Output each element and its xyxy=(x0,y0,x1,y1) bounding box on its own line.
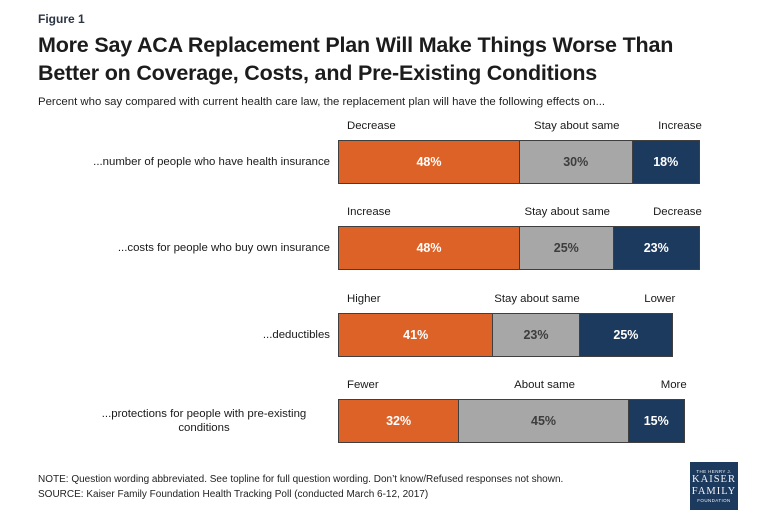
bar-segment-navy: 23% xyxy=(612,226,700,270)
category-label: ...deductibles xyxy=(262,329,330,341)
page-title-line-1: More Say ACA Replacement Plan Will Make … xyxy=(38,33,674,57)
segment-value-label: 18% xyxy=(653,155,679,169)
category-label: ...costs for people who buy own insuranc… xyxy=(117,242,330,254)
segment-value-label: 32% xyxy=(386,414,412,428)
segment-value-label: 25% xyxy=(613,328,639,342)
segment-header-label: Increase xyxy=(658,120,702,132)
segment-value-label: 25% xyxy=(553,241,579,255)
segment-header-label: Higher xyxy=(347,293,381,305)
bar-segment-navy: 25% xyxy=(578,313,674,357)
segment-value-label: 48% xyxy=(416,241,442,255)
logo-line-1: THE HENRY J. xyxy=(696,469,732,474)
category-label: ...protections for people with pre-exist… xyxy=(101,408,307,434)
segment-header-label: Increase xyxy=(347,206,391,218)
segment-header-label: More xyxy=(660,379,687,391)
figure-label: Figure 1 xyxy=(38,12,85,26)
category-label: ...number of people who have health insu… xyxy=(93,156,330,168)
bar-segment-orange: 41% xyxy=(338,313,494,357)
bar-segment-orange: 48% xyxy=(338,226,520,270)
segment-header-label: Stay about same xyxy=(524,206,611,218)
stacked-bar: 48% 30% 18% xyxy=(338,140,700,184)
segment-value-label: 15% xyxy=(643,414,669,428)
segment-header-label: Decrease xyxy=(347,120,396,132)
footer-note: NOTE: Question wording abbreviated. See … xyxy=(38,474,564,485)
bar-segment-orange: 48% xyxy=(338,140,520,184)
segment-value-label: 23% xyxy=(523,328,549,342)
page-title-line-2: Better on Coverage, Costs, and Pre-Exist… xyxy=(38,61,598,85)
segment-value-label: 48% xyxy=(416,155,442,169)
bar-segment-navy: 18% xyxy=(631,140,700,184)
logo-line-3: FAMILY xyxy=(691,485,737,497)
segment-value-label: 30% xyxy=(563,155,589,169)
segment-header-label: About same xyxy=(514,379,575,391)
page-title: More Say ACA Replacement Plan Will Make … xyxy=(38,31,748,87)
segment-value-label: 41% xyxy=(403,328,429,342)
bar-segment-orange: 32% xyxy=(338,399,460,443)
stacked-bar: 32% 45% 15% xyxy=(338,399,685,443)
segment-value-label: 45% xyxy=(531,414,557,428)
segment-header-label: Lower xyxy=(644,293,676,305)
stacked-bar: 41% 23% 25% xyxy=(338,313,674,357)
segment-header-label: Stay about same xyxy=(494,293,580,305)
bar-segment-gray: 25% xyxy=(518,226,614,270)
footer-source: SOURCE: Kaiser Family Foundation Health … xyxy=(38,489,429,500)
bar-segment-gray: 30% xyxy=(518,140,633,184)
logo-line-4: FOUNDATION xyxy=(697,498,731,503)
segment-header-label: Fewer xyxy=(347,379,379,391)
segment-header-label: Stay about same xyxy=(534,120,620,132)
bar-segment-gray: 23% xyxy=(492,313,580,357)
stacked-bar: 48% 25% 23% xyxy=(338,226,700,270)
segment-header-label: Decrease xyxy=(653,206,702,218)
bar-segment-navy: 15% xyxy=(627,399,685,443)
chart-subtitle: Percent who say compared with current he… xyxy=(38,96,606,108)
segment-value-label: 23% xyxy=(643,241,669,255)
bar-segment-gray: 45% xyxy=(458,399,629,443)
kff-logo: THE HENRY J. KAISER FAMILY FOUNDATION xyxy=(690,462,738,510)
logo-line-2: KAISER xyxy=(692,474,736,485)
